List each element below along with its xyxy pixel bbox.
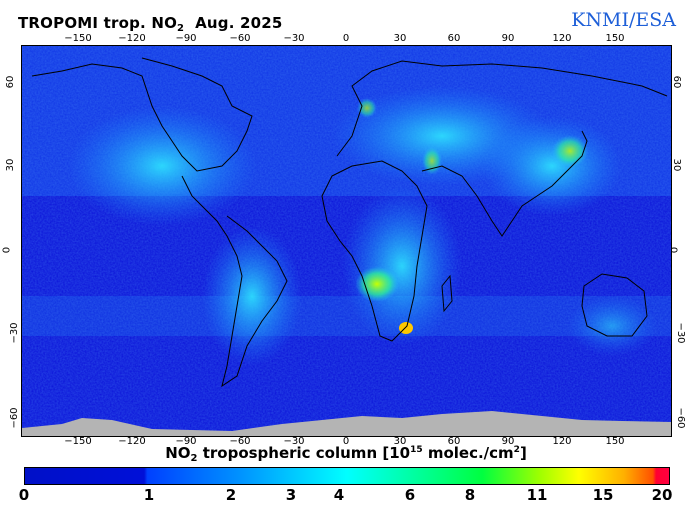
colorbar-tick-label: 2 <box>225 486 237 504</box>
lon-tick-label: −150 <box>64 436 92 447</box>
coastlines <box>31 57 668 388</box>
lon-tick-label: −120 <box>118 436 146 447</box>
colorbar <box>24 467 670 485</box>
lat-tick-label: 30 <box>4 158 16 172</box>
north-america-region <box>67 106 257 226</box>
cb-label-exp: 15 <box>410 445 423 455</box>
south-america-region <box>202 226 302 366</box>
lon-tick-label: 150 <box>605 33 625 44</box>
title-subscript: 2 <box>177 23 185 34</box>
map-canvas <box>22 46 671 436</box>
europe-hotspot <box>357 98 377 118</box>
colorbar-tick-label: 15 <box>592 486 614 504</box>
lon-tick-label: −30 <box>283 33 305 44</box>
lon-tick-label: 90 <box>501 33 515 44</box>
lat-tick-label: −30 <box>675 322 687 344</box>
lon-tick-label: 60 <box>447 33 461 44</box>
lon-tick-label: −90 <box>175 436 197 447</box>
cb-label-exp2: 2 <box>513 445 520 455</box>
lat-tick-label: 30 <box>670 158 682 172</box>
colorbar-tick-label: 6 <box>404 486 416 504</box>
lat-tick-label: 60 <box>670 75 682 89</box>
colorbar-tick-label: 3 <box>285 486 297 504</box>
lon-tick-label: −90 <box>175 33 197 44</box>
lon-tick-label: 150 <box>605 436 625 447</box>
colorbar-label: NO2 tropospheric column [1015 molec./cm2… <box>0 444 692 464</box>
central-africa-hotspot <box>355 266 399 302</box>
cb-label-no: NO <box>165 444 191 462</box>
lon-tick-label: 30 <box>393 436 407 447</box>
lon-tick-label: 30 <box>393 33 407 44</box>
cb-label-sub: 2 <box>190 453 198 464</box>
credit-label: KNMI/ESA <box>571 9 676 31</box>
lon-tick-label: −150 <box>64 33 92 44</box>
no2-map <box>21 45 672 437</box>
title-text: TROPOMI trop. NO <box>18 14 178 32</box>
lon-tick-label: 90 <box>501 436 515 447</box>
lon-tick-label: −30 <box>283 436 305 447</box>
lon-tick-label: 120 <box>552 33 572 44</box>
australia-region <box>567 296 657 356</box>
title-date: Aug. 2025 <box>184 14 283 32</box>
lon-tick-label: 0 <box>342 436 350 447</box>
colorbar-tick-label: 8 <box>464 486 476 504</box>
colorbar-tick-label: 20 <box>651 486 673 504</box>
lat-tick-label: −60 <box>9 407 21 429</box>
lon-tick-label: 60 <box>447 436 461 447</box>
lat-tick-label: 60 <box>4 75 16 89</box>
africa-region <box>342 186 462 346</box>
colorbar-tick-label: 11 <box>526 486 548 504</box>
cb-label-end: ] <box>519 444 527 462</box>
colorbar-tick-label: 1 <box>143 486 155 504</box>
lon-tick-label: 120 <box>552 436 572 447</box>
colorbar-tick-label: 0 <box>18 486 30 504</box>
cb-label-units: molec./cm <box>422 444 514 462</box>
east-china-hotspot <box>552 135 588 167</box>
lon-tick-label: −60 <box>229 436 251 447</box>
map-title: TROPOMI trop. NO2 Aug. 2025 <box>18 14 283 34</box>
lat-tick-label: −30 <box>9 322 21 344</box>
lat-tick-label: 0 <box>1 246 13 254</box>
colorbar-tick-label: 4 <box>333 486 345 504</box>
lon-tick-label: −120 <box>118 33 146 44</box>
lat-tick-label: −60 <box>675 407 687 429</box>
lon-tick-label: −60 <box>229 33 251 44</box>
no-data-region <box>22 411 671 436</box>
asia-region <box>482 116 622 216</box>
cb-label-mid: tropospheric column [10 <box>197 444 411 462</box>
middle-east-hotspot <box>422 147 442 175</box>
lon-tick-label: 0 <box>342 33 350 44</box>
